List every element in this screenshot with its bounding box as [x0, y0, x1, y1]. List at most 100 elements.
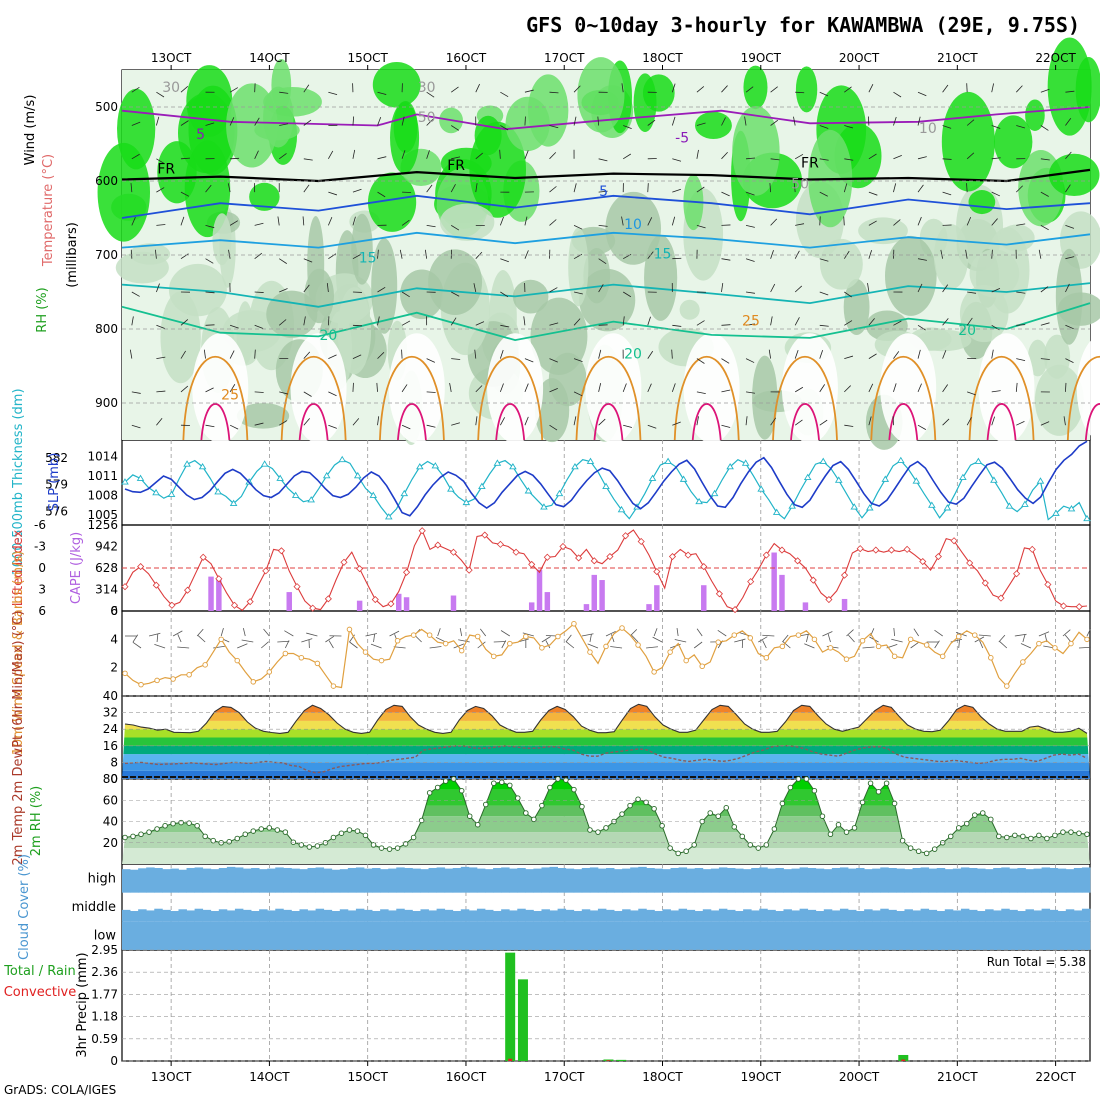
wind-barb-10m [263, 628, 270, 637]
precip-total-bar [898, 1054, 909, 1061]
wind-barb [573, 116, 577, 126]
cloud-cell [452, 911, 462, 922]
rh-shade [188, 85, 238, 176]
wind-barb [424, 249, 428, 259]
cloud-cell [267, 868, 276, 893]
wind-barb [966, 119, 975, 126]
rh-marker [891, 800, 898, 807]
cloud-cell [759, 908, 768, 922]
wind-barb [303, 284, 310, 293]
cloud-cell [202, 868, 212, 893]
cloud-cell [1025, 869, 1034, 893]
wind-barb [770, 218, 778, 226]
time-label-top: 13OCT [151, 51, 192, 65]
pressure-tick-label: 800 [95, 322, 118, 336]
wind-barb [156, 91, 165, 98]
cloud-cell [1073, 868, 1083, 893]
cloud-cell [501, 867, 510, 893]
cloud-cell [364, 909, 373, 922]
wind-barb [917, 283, 923, 293]
wind-barb [696, 149, 699, 159]
cloud-cell [759, 921, 768, 950]
cloud-cell [541, 909, 550, 922]
wind-barb [744, 116, 747, 126]
cloud-cell [154, 908, 163, 922]
wind-barb [1065, 118, 1072, 126]
wind-barb [352, 254, 362, 260]
temp-band [122, 704, 1090, 713]
rh-marker [410, 834, 417, 841]
rh-marker [819, 813, 826, 819]
thickness-marker [959, 473, 967, 481]
wind-barb [254, 422, 264, 426]
time-label-bottom: 18OCT [642, 1070, 683, 1084]
cloud-cell [444, 909, 454, 922]
wind-barb [229, 87, 239, 93]
cloud-cell [178, 869, 187, 893]
wind-barb-10m [458, 639, 470, 643]
cloud-cell [952, 868, 962, 893]
wind-barb [180, 253, 189, 260]
wind-speed-marker [635, 642, 641, 648]
wind-barb [205, 122, 215, 126]
wind-barb-10m [156, 633, 159, 643]
rh-marker [202, 833, 208, 840]
wind-barb [1016, 185, 1023, 193]
wind-barb [844, 158, 854, 161]
wind-speed-marker [523, 633, 529, 640]
wind-barb [352, 188, 362, 193]
wind-barb [942, 84, 949, 93]
thickness-marker [291, 491, 300, 498]
slp-tick-label: 1008 [87, 489, 118, 503]
wind-speed-marker [1052, 645, 1058, 651]
wind-speed-marker [426, 632, 433, 638]
rh-marker [442, 778, 449, 784]
contour-label: FR [157, 162, 175, 178]
wind-barb [696, 86, 705, 93]
contour-label: 25 [221, 387, 239, 403]
wind-barb [794, 386, 804, 393]
rh-marker [811, 787, 818, 794]
wind-barb [1040, 421, 1050, 426]
rh-marker [835, 821, 842, 828]
wind-barb [254, 391, 264, 393]
lifted-index-marker [731, 606, 739, 614]
wind-barb [721, 358, 730, 364]
cloud-cell [218, 868, 228, 893]
wind-barb [279, 258, 287, 264]
wind-barb [794, 285, 803, 293]
rh-marker [964, 820, 970, 827]
temp-line [124, 703, 1088, 734]
wind-barb [401, 320, 411, 326]
wind-speed-marker [988, 655, 994, 661]
cloud-cell [380, 909, 389, 922]
isotherm--5 [121, 106, 1091, 131]
wind-barb [819, 349, 824, 359]
wind-barb-10m [589, 633, 592, 643]
wind-barb [549, 322, 559, 326]
wind-barb [524, 89, 534, 93]
wind-barb [450, 184, 456, 193]
wind-barb [524, 116, 526, 126]
wind-barb-10m [479, 628, 487, 637]
wind-barb [1065, 151, 1072, 160]
thickness-marker [167, 490, 176, 498]
wind-speed-marker [491, 653, 497, 660]
wind-barb [203, 349, 206, 359]
wind-barb [696, 320, 705, 326]
cloud-cell [146, 910, 155, 922]
cloud-cell [138, 921, 147, 950]
cloud-cell [444, 921, 454, 950]
thickness-marker [416, 462, 424, 470]
thickness-marker [757, 485, 765, 492]
cloud-cell [460, 921, 470, 950]
wind-barb-10m [806, 634, 809, 643]
cape-bar [403, 597, 410, 611]
wind-speed-marker [539, 645, 545, 651]
rh-marker [603, 825, 609, 831]
thickness-marker [214, 488, 222, 495]
wind-barb [1040, 158, 1050, 161]
wind-barb [475, 385, 483, 393]
wind-barb [229, 324, 239, 329]
